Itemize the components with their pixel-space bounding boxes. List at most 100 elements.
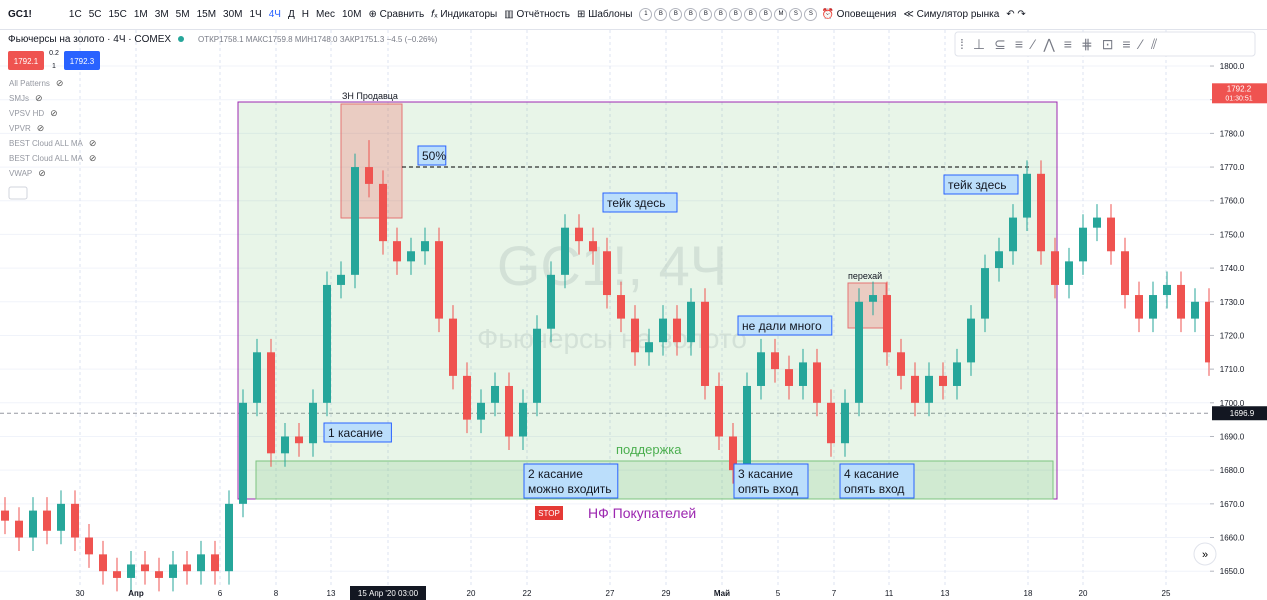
note-text: 2 касание можно входить bbox=[528, 467, 612, 496]
note-box bbox=[323, 422, 392, 443]
price-axis bbox=[1210, 30, 1267, 600]
note-box bbox=[737, 315, 833, 336]
candle-body bbox=[1023, 173, 1031, 218]
candle-body bbox=[295, 436, 303, 444]
interval[interactable]: 1Ч bbox=[249, 9, 262, 20]
note-box bbox=[417, 145, 447, 166]
templates[interactable]: ⊞ Шаблоны bbox=[577, 9, 633, 20]
y-tick-label: 1650.0 bbox=[1220, 567, 1245, 576]
candle-body bbox=[575, 227, 583, 242]
x-tick-label: 25 bbox=[1162, 589, 1171, 598]
candle-body bbox=[1177, 284, 1185, 319]
badge: B bbox=[654, 8, 668, 21]
badge: 1 bbox=[639, 8, 653, 21]
interval[interactable]: 1С bbox=[68, 9, 82, 20]
candle-body bbox=[939, 375, 947, 386]
candle-body bbox=[855, 301, 863, 403]
collapse[interactable] bbox=[8, 186, 28, 200]
candle-body bbox=[449, 318, 457, 376]
candle-body bbox=[813, 362, 821, 403]
chart: GC1!, 4Ч Фьючерсы на золото ЗН Продавца … bbox=[0, 30, 1267, 600]
candle-body bbox=[673, 318, 681, 343]
eye-icon: ⊘ bbox=[38, 168, 46, 178]
undo[interactable]: ↶ ↷ bbox=[1006, 9, 1026, 20]
simulator[interactable]: ≪ Симулятор рынка bbox=[903, 9, 1000, 20]
badge: S bbox=[789, 8, 803, 21]
candle-body bbox=[407, 251, 415, 262]
candle-body bbox=[547, 274, 555, 329]
interval[interactable]: 15С bbox=[108, 9, 127, 20]
candle-body bbox=[239, 402, 247, 504]
candle-body bbox=[1191, 301, 1199, 319]
candle-body bbox=[925, 375, 933, 403]
alerts-label: Оповещения bbox=[836, 9, 897, 20]
candle-body bbox=[169, 564, 177, 578]
scroll-button[interactable] bbox=[1193, 542, 1217, 566]
candle-body bbox=[337, 274, 345, 285]
indicator[interactable]: SMJs bbox=[9, 94, 29, 103]
drawing-tools: ⁞⊥⊆≡⁄⋀≡⋕⊡≡⁄⫽ bbox=[960, 36, 1166, 52]
indicators-label: Индикаторы bbox=[440, 9, 498, 20]
y-tick-label: 1800.0 bbox=[1220, 62, 1245, 71]
candle-body bbox=[645, 342, 653, 353]
candle-body bbox=[1205, 301, 1213, 363]
interval[interactable]: Н bbox=[301, 9, 309, 20]
candle-body bbox=[869, 295, 877, 302]
eye-icon: ⊘ bbox=[89, 153, 97, 163]
bid-box bbox=[8, 51, 44, 70]
indicator[interactable]: BEST Cloud ALL MA bbox=[9, 139, 83, 148]
candle-body bbox=[911, 375, 919, 403]
indicator[interactable]: VPVR bbox=[9, 124, 31, 133]
candle-body bbox=[113, 571, 121, 578]
candle-body bbox=[1051, 251, 1059, 285]
symbol-name: Фьючерсы на золото · 4Ч · COMEX bbox=[8, 34, 171, 45]
spread: 0.2 bbox=[49, 50, 59, 57]
symbol[interactable]: GC1! bbox=[8, 9, 32, 20]
interval[interactable]: 5С bbox=[88, 9, 102, 20]
candle-body bbox=[659, 318, 667, 343]
candle-body bbox=[1065, 261, 1073, 285]
badge: B bbox=[714, 8, 728, 21]
candle-body bbox=[309, 402, 317, 444]
interval[interactable]: 4Ч bbox=[268, 9, 281, 20]
note-text: тейк здесь bbox=[948, 178, 1007, 192]
candle-body bbox=[365, 167, 373, 184]
note-box bbox=[733, 463, 809, 499]
y-tick-label: 1780.0 bbox=[1220, 129, 1245, 138]
status-dot bbox=[178, 36, 184, 42]
interval[interactable]: 10М bbox=[341, 9, 362, 20]
indicator[interactable]: VWAP bbox=[9, 169, 32, 178]
candle-body bbox=[281, 436, 289, 454]
interval[interactable]: 3М bbox=[154, 9, 169, 20]
candle-body bbox=[1135, 295, 1143, 319]
interval[interactable]: 30М bbox=[223, 9, 243, 20]
indicators[interactable]: 𝑓ₓ Индикаторы bbox=[431, 9, 498, 20]
y-tick-label: 1770.0 bbox=[1220, 163, 1245, 172]
interval[interactable]: 15М bbox=[196, 9, 217, 20]
ask: 1792.3 bbox=[70, 57, 95, 66]
note-box bbox=[523, 463, 619, 499]
drawing-toolbar[interactable] bbox=[954, 31, 1256, 57]
candle-body bbox=[771, 352, 779, 370]
x-tick-label: 7 bbox=[832, 589, 837, 598]
ohlc: ОТКР1758.1 МАКС1759.8 МИН1748.0 ЗАКР1751… bbox=[198, 35, 438, 44]
compare[interactable]: ⊕ Сравнить bbox=[368, 9, 425, 20]
interval[interactable]: 5М bbox=[175, 9, 190, 20]
interval[interactable]: 1М bbox=[133, 9, 148, 20]
reports[interactable]: ▥ Отчётность bbox=[504, 9, 571, 20]
indicator[interactable]: BEST Cloud ALL MA bbox=[9, 154, 83, 163]
eye-icon: ⊘ bbox=[56, 78, 64, 88]
candle-body bbox=[785, 369, 793, 386]
simulator-label: Симулятор рынка bbox=[916, 9, 1000, 20]
candle-body bbox=[393, 241, 401, 262]
candle-body bbox=[827, 402, 835, 444]
indicator[interactable]: All Patterns bbox=[9, 79, 50, 88]
alerts[interactable]: ⏰ Оповещения bbox=[821, 9, 897, 20]
badge: B bbox=[744, 8, 758, 21]
indicator[interactable]: VPSV HD bbox=[9, 109, 44, 118]
candle-body bbox=[729, 436, 737, 471]
interval[interactable]: Д bbox=[287, 9, 295, 20]
candle-body bbox=[1009, 217, 1017, 252]
interval[interactable]: Мес bbox=[315, 9, 335, 20]
